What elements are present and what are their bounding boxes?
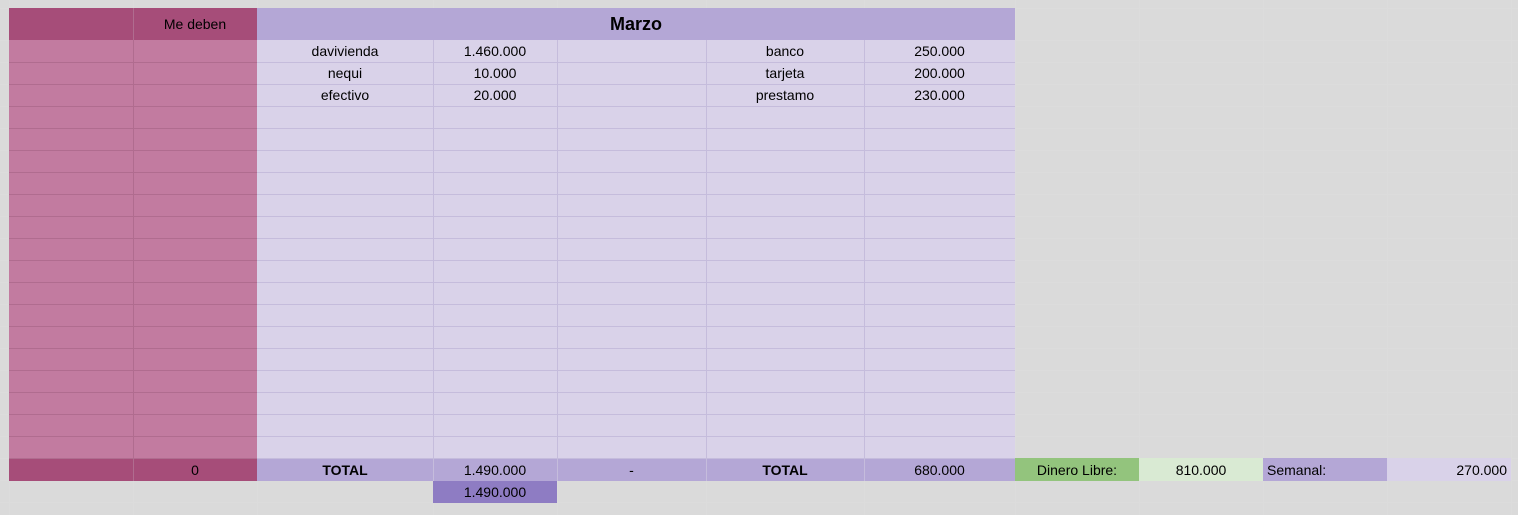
row-line bbox=[9, 194, 257, 195]
free-money-label[interactable]: Dinero Libre: bbox=[1015, 458, 1139, 481]
me-deben-total[interactable]: 0 bbox=[191, 461, 199, 478]
row-line bbox=[257, 436, 1015, 437]
row-line bbox=[9, 348, 257, 349]
expense-amount-0[interactable]: 250.000 bbox=[914, 43, 965, 59]
row-line bbox=[9, 414, 257, 415]
row-line bbox=[9, 304, 257, 305]
expense-total-label[interactable]: TOTAL bbox=[762, 461, 808, 478]
income-amount-1[interactable]: 10.000 bbox=[473, 65, 517, 81]
row-line bbox=[9, 216, 257, 217]
month-header-band bbox=[257, 8, 1015, 40]
row-line bbox=[257, 458, 1015, 459]
row-line bbox=[9, 326, 257, 327]
row-line bbox=[9, 436, 257, 437]
row-line bbox=[257, 282, 1015, 283]
income-amount-2[interactable]: 20.000 bbox=[473, 87, 517, 103]
me-deben-header[interactable]: Me deben bbox=[163, 16, 227, 32]
income-label-0[interactable]: davivienda bbox=[311, 43, 379, 59]
row-line bbox=[257, 194, 1015, 195]
income-total-value[interactable]: 1.490.000 bbox=[463, 461, 527, 478]
row-line bbox=[257, 326, 1015, 327]
row-line bbox=[257, 172, 1015, 173]
income-total-label[interactable]: TOTAL bbox=[322, 461, 368, 478]
totals-separator[interactable]: - bbox=[629, 461, 634, 478]
row-line bbox=[257, 128, 1015, 129]
row-line bbox=[9, 458, 257, 459]
row-line bbox=[9, 238, 257, 239]
row-line bbox=[257, 150, 1015, 151]
row-line bbox=[9, 84, 257, 85]
month-block bbox=[257, 40, 1015, 458]
row-line bbox=[257, 348, 1015, 349]
expense-label-0[interactable]: banco bbox=[765, 43, 805, 59]
income-label-2[interactable]: efectivo bbox=[320, 87, 370, 103]
income-total-copy[interactable]: 1.490.000 bbox=[433, 481, 557, 503]
expense-label-2[interactable]: prestamo bbox=[755, 87, 815, 103]
row-line bbox=[257, 62, 1015, 63]
expense-label-1[interactable]: tarjeta bbox=[765, 65, 805, 81]
expense-amount-2[interactable]: 230.000 bbox=[914, 87, 965, 103]
income-label-1[interactable]: nequi bbox=[327, 65, 363, 81]
row-line bbox=[9, 260, 257, 261]
row-line bbox=[257, 392, 1015, 393]
weekly-label[interactable]: Semanal: bbox=[1263, 458, 1387, 481]
weekly-value[interactable]: 270.000 bbox=[1387, 458, 1511, 481]
row-line bbox=[9, 150, 257, 151]
row-line bbox=[9, 370, 257, 371]
row-line bbox=[9, 106, 257, 107]
row-line bbox=[257, 260, 1015, 261]
row-line bbox=[9, 282, 257, 283]
income-amount-0[interactable]: 1.460.000 bbox=[463, 43, 527, 59]
month-total-row bbox=[257, 458, 1015, 481]
expense-amount-1[interactable]: 200.000 bbox=[914, 65, 965, 81]
month-title[interactable]: Marzo bbox=[609, 13, 662, 34]
row-line bbox=[257, 216, 1015, 217]
expense-total-value[interactable]: 680.000 bbox=[914, 461, 965, 478]
row-line bbox=[9, 128, 257, 129]
row-line bbox=[9, 62, 257, 63]
row-line bbox=[257, 414, 1015, 415]
row-line bbox=[9, 392, 257, 393]
row-line bbox=[257, 84, 1015, 85]
row-line bbox=[257, 304, 1015, 305]
free-money-value[interactable]: 810.000 bbox=[1139, 458, 1263, 481]
row-line bbox=[257, 370, 1015, 371]
row-line bbox=[257, 238, 1015, 239]
row-line bbox=[257, 106, 1015, 107]
row-line bbox=[9, 172, 257, 173]
